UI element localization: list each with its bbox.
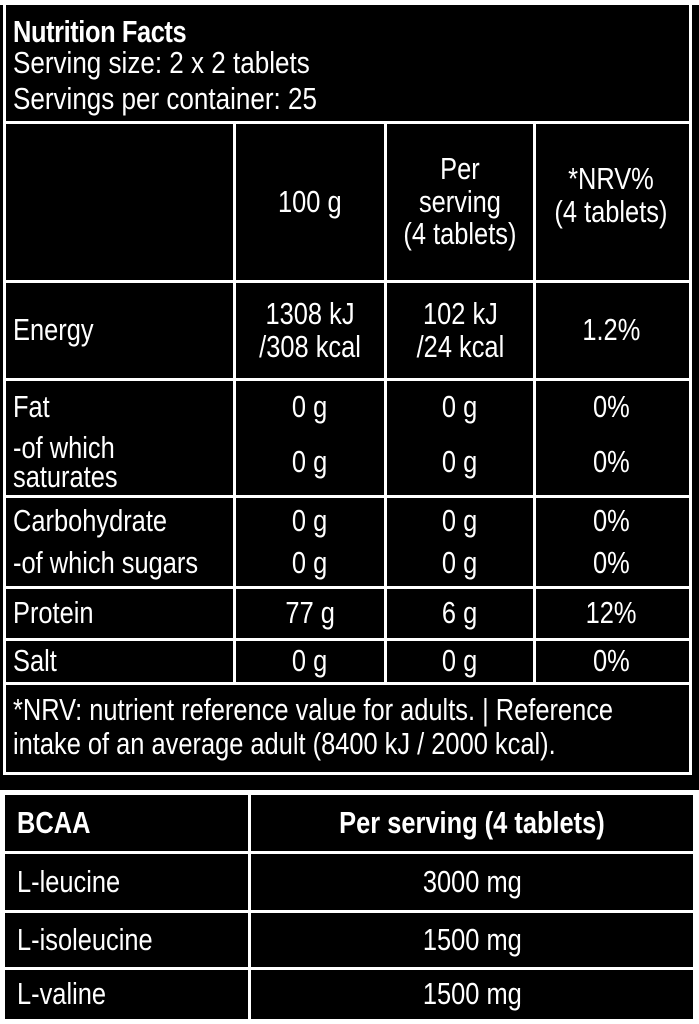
divider [5, 792, 693, 795]
divider [5, 851, 693, 854]
sugars-per-serving: 0 g [442, 544, 478, 580]
sugars-nrv: 0% [592, 544, 630, 580]
column-header-100g: 100 g [278, 183, 342, 219]
divider [3, 682, 692, 685]
divider [5, 967, 693, 970]
energy-nrv: 1.2% [582, 312, 640, 348]
bcaa-row-isoleucine-value: 1500 mg [422, 921, 522, 957]
fat-per-serving: 0 g [442, 388, 478, 424]
serving-size: Serving size: 2 x 2 tablets [13, 45, 310, 80]
carbohydrate-per-serving: 0 g [442, 502, 478, 538]
row-label-protein: Protein [13, 595, 94, 631]
nrv-footnote: *NRV: nutrient reference value for adult… [13, 692, 614, 762]
bcaa-header-per-serving: Per serving (4 tablets) [339, 804, 605, 840]
salt-nrv: 0% [592, 643, 630, 679]
row-label-carbohydrate: Carbohydrate [13, 502, 168, 538]
carbohydrate-nrv: 0% [592, 502, 630, 538]
divider [3, 638, 692, 641]
sugars-per-100g: 0 g [292, 544, 328, 580]
divider [3, 586, 692, 589]
protein-per-serving: 6 g [442, 595, 478, 631]
saturates-per-100g: 0 g [292, 443, 328, 479]
divider [384, 121, 387, 685]
fat-per-100g: 0 g [292, 388, 328, 424]
divider [3, 378, 692, 381]
bcaa-row-isoleucine-name: L-isoleucine [17, 921, 153, 957]
row-label-sugars: -of which sugars [13, 544, 199, 580]
nutrition-facts-frame [3, 5, 692, 775]
bcaa-table: BCAA Per serving (4 tablets) L-leucine 3… [5, 792, 693, 1019]
protein-nrv: 12% [585, 595, 637, 631]
bcaa-row-valine-name: L-valine [17, 976, 107, 1012]
divider [233, 121, 236, 685]
protein-per-100g: 77 g [285, 595, 335, 631]
row-label-salt: Salt [13, 643, 57, 679]
salt-per-100g: 0 g [292, 643, 328, 679]
divider [3, 280, 692, 283]
energy-per-100g: 1308 kJ /308 kcal [259, 295, 361, 364]
bcaa-header-name: BCAA [17, 804, 91, 840]
divider [5, 910, 693, 913]
row-label-saturates: -of which saturates [13, 429, 118, 494]
row-label-fat: Fat [13, 388, 50, 424]
saturates-nrv: 0% [592, 443, 630, 479]
divider [248, 792, 251, 1019]
nutrition-facts-title: Nutrition Facts [13, 14, 187, 49]
row-label-energy: Energy [13, 312, 94, 348]
divider [3, 121, 692, 124]
divider [3, 495, 692, 498]
carbohydrate-per-100g: 0 g [292, 502, 328, 538]
nutrition-facts-header: Nutrition Facts Serving size: 2 x 2 tabl… [13, 8, 683, 120]
column-header-nrv: *NRV% (4 tablets) [554, 161, 668, 229]
fat-nrv: 0% [592, 388, 630, 424]
energy-per-serving: 102 kJ /24 kcal [416, 295, 504, 364]
nutrition-facts-panel: Nutrition Facts Serving size: 2 x 2 tabl… [0, 5, 699, 790]
divider [533, 121, 536, 685]
saturates-per-serving: 0 g [442, 443, 478, 479]
bcaa-row-leucine-value: 3000 mg [422, 863, 522, 899]
servings-per-container: Servings per container: 25 [13, 81, 317, 116]
column-header-per-serving: Per serving (4 tablets) [403, 151, 517, 252]
bcaa-row-leucine-name: L-leucine [17, 863, 121, 899]
salt-per-serving: 0 g [442, 643, 478, 679]
bcaa-row-valine-value: 1500 mg [422, 976, 522, 1012]
